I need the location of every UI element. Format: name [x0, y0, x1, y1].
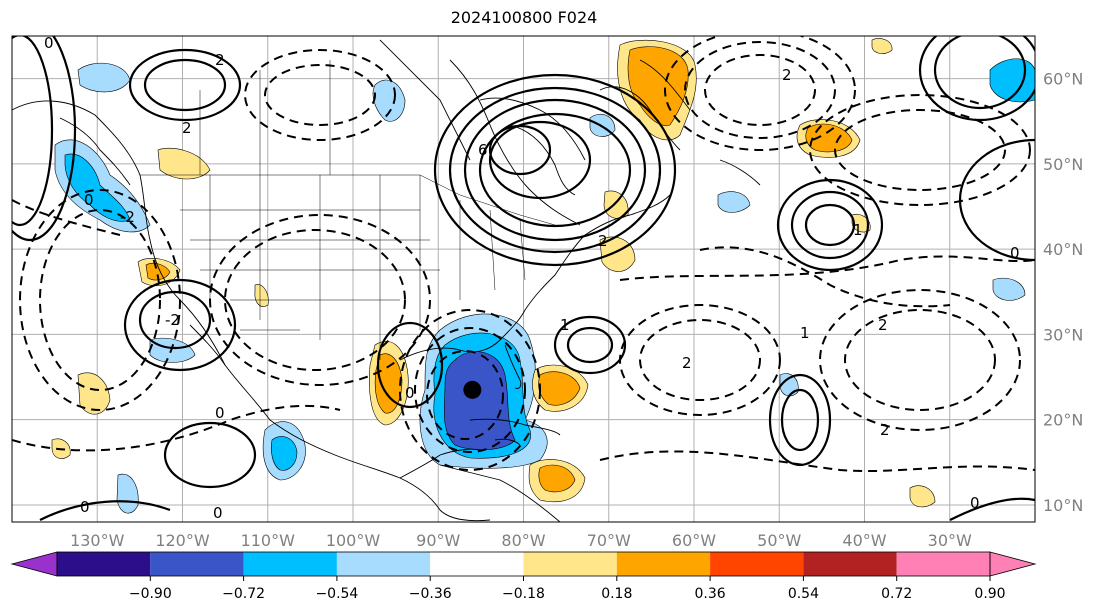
lon-tick-label: 30°W	[928, 531, 972, 550]
contour-label: 6	[478, 141, 488, 159]
shade-sw-pos	[254, 284, 269, 307]
colorbar-segment	[150, 552, 244, 576]
colorbar-over-arrow	[989, 551, 1037, 577]
colorbar-tick-label: 0.90	[974, 586, 1005, 602]
lon-tick-label: 110°W	[241, 531, 296, 550]
contour-label: 2	[598, 232, 608, 250]
colorbar-segment	[803, 552, 897, 576]
lon-tick-label: 50°W	[757, 531, 801, 550]
longitude-ticks: 130°W 120°W 110°W 100°W 90°W 80°W 70°W 60°W 50°W…	[70, 531, 972, 550]
colorbar: −0.90 −0.72 −0.54 −0.36 −0.18 0.18 0.36 0.54 0.7…	[10, 551, 1037, 602]
contour-label: 0	[44, 34, 54, 52]
shade-ca-pos-inner	[145, 262, 171, 281]
contour-label: 2	[215, 51, 225, 69]
colorbar-tick-label: −0.18	[502, 586, 545, 602]
shade-pac-pos	[77, 372, 111, 415]
shade-baja	[149, 337, 196, 363]
latitude-ticks: 10°N 20°N 30°N 40°N 50°N 60°N	[1043, 70, 1083, 515]
colorbar-segment	[430, 552, 524, 576]
contour-label: 0	[213, 504, 223, 522]
colorbar-tick-label: −0.90	[129, 586, 172, 602]
contour-label: 2	[878, 316, 888, 334]
contour-label: 2	[880, 421, 890, 439]
shade-mexico-inner	[270, 436, 298, 471]
colorbar-tick-label: −0.54	[315, 586, 358, 602]
map-title: 2024100800 F024	[450, 8, 598, 27]
lat-tick-label: 40°N	[1043, 240, 1083, 259]
contour-label: 0	[970, 494, 980, 512]
colorbar-segment	[896, 552, 990, 576]
contour-label: -2	[120, 208, 135, 226]
lon-tick-label: 120°W	[155, 531, 210, 550]
shade-midatl	[717, 191, 751, 213]
dashed-contours	[12, 36, 1035, 473]
shade-atl-small	[779, 373, 799, 397]
shade-pacific-s	[116, 473, 139, 514]
shade-ne-atl	[989, 58, 1035, 103]
lat-tick-label: 20°N	[1043, 411, 1083, 430]
shade-pnw-inner	[64, 153, 131, 222]
lat-tick-label: 50°N	[1043, 155, 1083, 174]
colorbar-segment	[57, 552, 151, 576]
storm-center-marker	[463, 380, 482, 399]
map-frame	[11, 35, 1036, 523]
contour-label: 0	[405, 384, 415, 402]
lat-tick-label: 10°N	[1043, 496, 1083, 515]
colorbar-segment	[616, 552, 711, 576]
contour-label: 2	[182, 119, 192, 137]
colorbar-segment	[523, 552, 617, 576]
contour-label: 1	[800, 324, 810, 342]
shade-central-am-inner	[538, 464, 576, 493]
lon-tick-label: 70°W	[587, 531, 631, 550]
colorbar-tick-label: 0.36	[695, 586, 726, 602]
shade-grl-pos	[871, 38, 893, 54]
colorbar-segment	[243, 552, 337, 576]
contour-label: 1	[560, 316, 570, 334]
shade-gulf-w-inner	[374, 353, 403, 414]
shade-pacific-nw-pos	[157, 147, 211, 180]
colorbar-tick-label: 0.54	[788, 586, 819, 602]
lat-tick-label: 30°N	[1043, 325, 1083, 344]
lon-tick-label: 40°W	[842, 531, 886, 550]
colorbar-tick-label: 0.18	[601, 586, 632, 602]
contour-labels: 0 2 2 -2 0 6 2 2 1 2 -2 2 0 1 2 0 0 0 0 …	[44, 34, 1020, 522]
solid-contours	[12, 36, 1035, 521]
lon-tick-label: 80°W	[501, 531, 545, 550]
lon-tick-label: 90°W	[416, 531, 460, 550]
contour-label: 0	[84, 191, 94, 209]
political-borders	[140, 60, 556, 360]
colorbar-tick-label: 0.72	[881, 586, 912, 602]
contour-label: 0	[1010, 244, 1020, 262]
colorbar-segment	[336, 552, 431, 576]
contour-label: 2	[782, 66, 792, 84]
colorbar-tick-label: −0.36	[409, 586, 452, 602]
shade-e-pos	[909, 485, 936, 508]
lon-tick-label: 100°W	[326, 531, 381, 550]
contour-label: 0	[215, 404, 225, 422]
shade-e-atl	[992, 277, 1026, 301]
lon-tick-label: 130°W	[70, 531, 125, 550]
colorbar-segment	[710, 552, 804, 576]
shade-gulf-inner	[443, 351, 516, 451]
colorbar-tick-label: −0.72	[222, 586, 265, 602]
contour-label: 2	[682, 354, 692, 372]
colorbar-under-arrow	[10, 551, 58, 577]
lat-tick-label: 60°N	[1043, 70, 1083, 89]
shaded-anomalies	[51, 38, 1035, 514]
contour-label: 0	[80, 498, 90, 516]
lon-tick-label: 60°W	[672, 531, 716, 550]
contour-label: 1	[853, 221, 863, 239]
contour-label: -2	[165, 311, 180, 329]
